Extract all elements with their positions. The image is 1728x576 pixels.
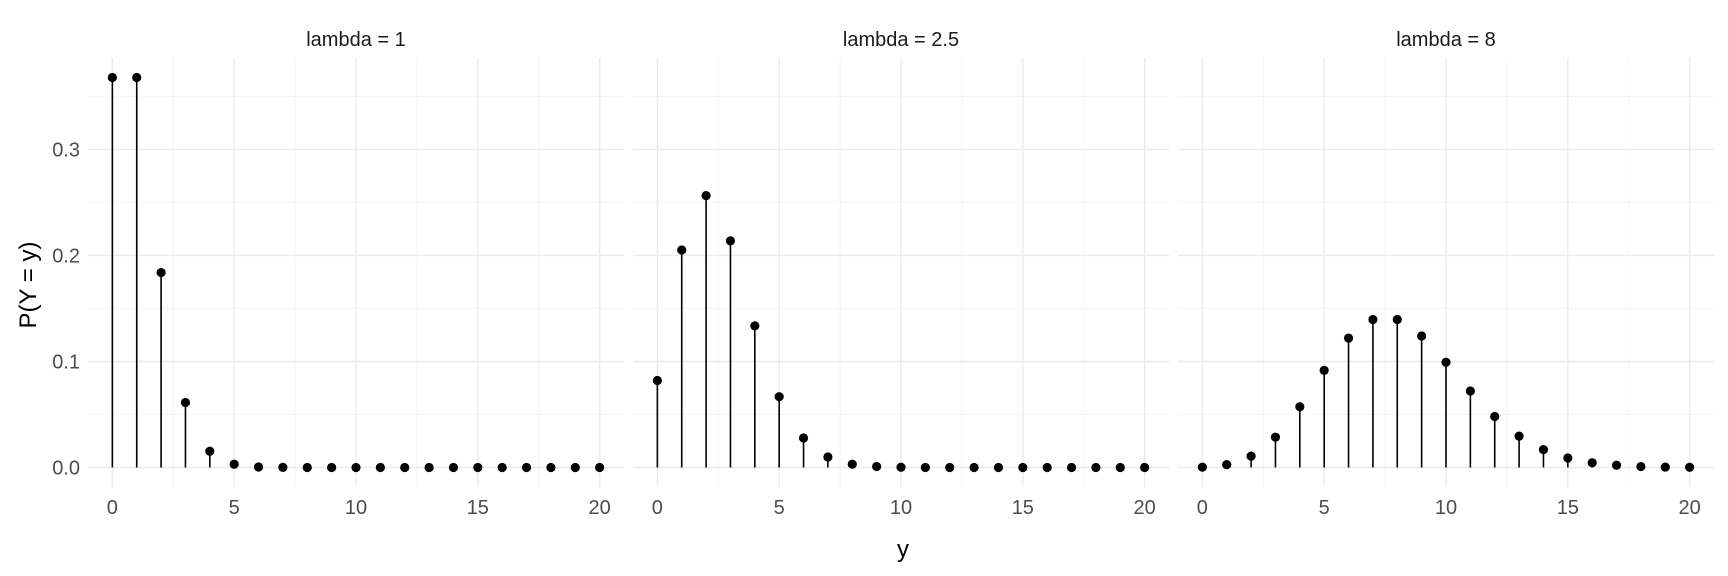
data-point [652,375,662,386]
data-point [1091,462,1101,473]
facet-label: lambda = 1 [306,29,406,51]
data-point [156,267,166,278]
data-point [1343,333,1354,343]
x-tick-label: 5 [1319,497,1330,519]
data-point [595,462,605,473]
panel-1: lambda = 1 0 5 10 15 20 0.0 0.1 0.2 0.3 [52,29,624,519]
x-tick-label: 5 [229,497,240,519]
data-point [1197,462,1207,472]
x-tick-label: 10 [890,497,912,519]
data-point [1514,431,1524,441]
data-point [351,462,361,473]
panel-3: lambda = 8 0 5 10 15 20 [1178,29,1714,519]
x-tick-label: 10 [345,497,367,519]
data-point [1392,314,1402,325]
data-point [327,462,337,473]
data-point [847,459,857,469]
data-point [424,462,434,473]
data-point [473,462,483,473]
data-point [774,392,784,402]
data-point [1270,432,1281,442]
data-point [896,462,906,472]
data-point [920,462,930,473]
data-point [969,462,979,473]
data-point [1417,331,1427,341]
panels-layer: lambda = 1 0 5 10 15 20 0.0 0.1 0.2 0.3 lambda = 2… [52,29,1714,519]
data-point [1066,462,1077,473]
data-point [1538,444,1549,455]
data-point [229,459,239,469]
data-point [180,397,191,408]
data-point [253,462,264,472]
data-point [823,452,833,462]
data-point [521,462,532,473]
data-point [1222,460,1232,470]
data-point [798,433,809,443]
data-point [1465,386,1475,396]
data-point [1611,460,1622,470]
data-point [448,462,459,473]
x-tick-label: 15 [1557,497,1579,519]
x-tick-label: 20 [1134,497,1156,519]
x-tick-label: 15 [467,497,489,519]
data-point [132,72,142,83]
x-tick-label: 20 [589,497,611,519]
x-tick-label: 0 [1197,497,1208,519]
data-point [1490,411,1500,422]
data-point [400,462,410,473]
data-point [546,462,556,473]
data-point [945,462,955,473]
data-point [1246,451,1256,461]
x-axis-title: y [897,536,909,563]
data-point [302,462,312,473]
panel-2: lambda = 2.5 0 5 10 15 20 [633,29,1169,519]
facet-label: lambda = 2.5 [843,29,959,51]
data-point [1685,462,1695,472]
data-point [278,462,288,472]
data-point [570,462,580,473]
data-point [205,446,215,456]
y-tick-label: 0.0 [52,457,80,479]
data-point [107,72,117,83]
data-point [1115,462,1125,473]
data-point [1441,357,1451,367]
y-tick-label: 0.1 [52,351,80,373]
x-tick-label: 20 [1679,497,1701,519]
data-point [1319,365,1329,375]
y-tick-label: 0.3 [52,139,80,161]
data-point [1042,462,1052,473]
x-tick-label: 0 [107,497,118,519]
data-point [1636,461,1646,472]
x-tick-label: 10 [1435,497,1457,519]
data-point [725,236,736,246]
data-point [1018,462,1028,473]
data-point [1587,458,1597,468]
facet-label: lambda = 8 [1396,29,1496,51]
data-point [993,462,1004,473]
data-point [1368,314,1378,325]
data-point [375,462,385,473]
x-tick-label: 0 [652,497,663,519]
data-point [750,321,760,331]
data-point [1295,402,1305,412]
data-point [497,462,507,473]
data-point [872,461,882,472]
data-point [677,245,687,255]
data-point [1660,462,1670,472]
x-tick-label: 5 [774,497,785,519]
data-point [701,190,711,201]
y-axis-title: P(Y = y) [15,242,42,329]
x-tick-label: 15 [1012,497,1034,519]
y-tick-label: 0.2 [52,245,80,267]
data-point [1563,453,1573,463]
data-point [1140,462,1150,473]
